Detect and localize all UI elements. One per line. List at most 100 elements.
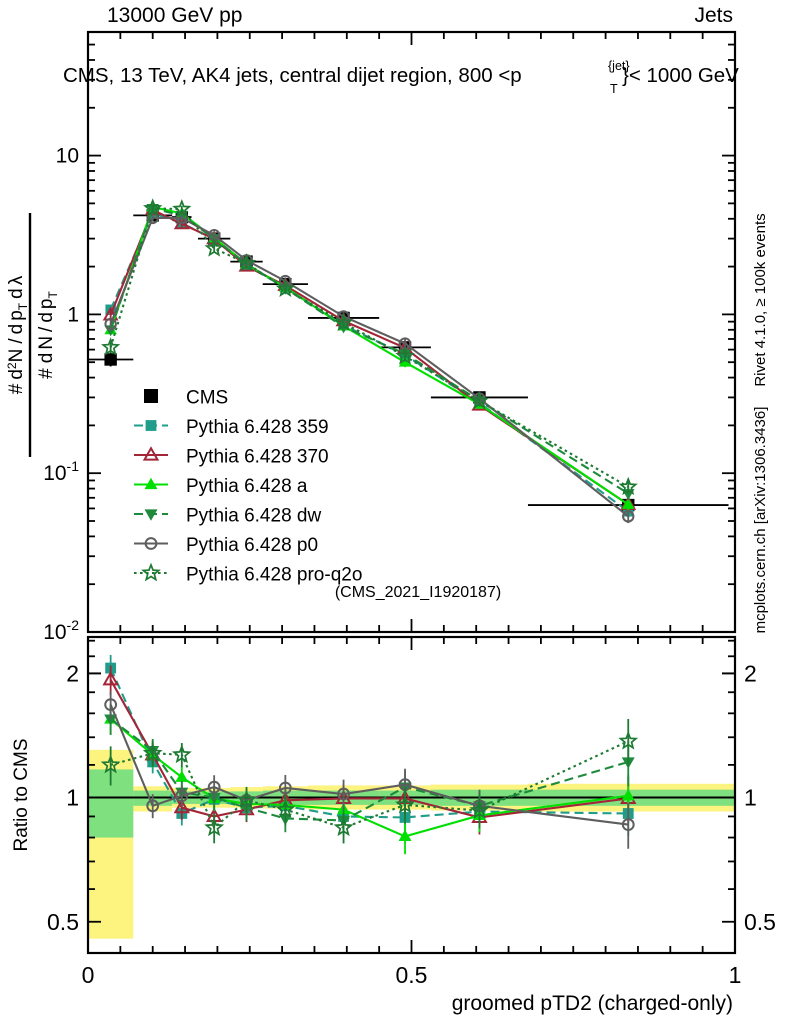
marker xyxy=(207,780,221,794)
ratio-ytick-label-right: 1 xyxy=(744,785,757,811)
marker xyxy=(102,670,119,686)
ratio-ytick-label-right: 0.5 xyxy=(744,909,776,935)
main-ylabel-denominator: #dN/dpT xyxy=(36,291,60,379)
marker xyxy=(142,742,163,762)
marker xyxy=(144,509,158,521)
marker xyxy=(204,817,225,837)
legend-item-5[interactable]: Pythia 6.428 p0 xyxy=(134,535,318,556)
ratio-ylabel: Ratio to CMS xyxy=(11,739,32,852)
category-label: Jets xyxy=(694,4,733,27)
ratio-ytick-label: 2 xyxy=(66,660,79,686)
marker xyxy=(104,317,117,331)
main-ylabel-numerator: #d2N/dpTdλ xyxy=(5,275,30,394)
marker xyxy=(333,312,354,332)
marker xyxy=(101,337,121,356)
marker xyxy=(145,420,157,431)
marker xyxy=(204,238,224,257)
legend-item-0[interactable]: CMS xyxy=(144,388,228,409)
series-pythia-6-428-pro-q2o xyxy=(101,198,638,496)
title-main: CMS, 13 TeV, AK4 jets, central dijet reg… xyxy=(63,64,522,87)
xtick-label: 1 xyxy=(729,962,742,988)
series-line xyxy=(109,207,629,495)
ratio-ytick-label: 1 xyxy=(66,785,79,811)
xaxis-label: groomed pTD2 (charged-only) xyxy=(452,992,733,1015)
legend-label: CMS xyxy=(186,388,228,409)
marker xyxy=(100,754,121,774)
legend-label: Pythia 6.428 a xyxy=(186,476,308,497)
marker xyxy=(175,789,189,803)
marker xyxy=(143,198,163,217)
marker xyxy=(469,390,490,410)
main-ytick-label: 1 xyxy=(67,303,79,326)
marker xyxy=(398,829,412,842)
series-line xyxy=(109,216,629,518)
title-superscript: {jet} xyxy=(608,59,630,73)
xtick-label: 0 xyxy=(82,962,95,988)
marker xyxy=(275,278,295,297)
marker xyxy=(142,446,160,461)
watermark: (CMS_2021_I1920187) xyxy=(335,584,501,601)
legend-label: Pythia 6.428 pro-q2o xyxy=(186,565,362,586)
marker xyxy=(144,389,158,403)
ratio-line xyxy=(109,718,629,838)
rivet-label: Rivet 4.1.0, ≥ 100k events xyxy=(752,213,769,386)
main-ylabel: #d2N/dpTdλ #dN/dpT xyxy=(5,213,60,457)
marker xyxy=(469,800,490,820)
legend-item-2[interactable]: Pythia 6.428 370 xyxy=(134,446,329,468)
legend-label: Pythia 6.428 370 xyxy=(186,447,329,468)
marker xyxy=(278,781,292,795)
beam-label: 13000 GeV pp xyxy=(107,4,242,27)
main-ytick-label: 10-1 xyxy=(43,458,79,485)
ratio-ytick-label-right: 2 xyxy=(744,660,757,686)
ratio-line xyxy=(110,718,629,822)
legend: CMS Pythia 6.428 359 Pythia 6.428 370 Pythi… xyxy=(134,388,362,586)
ratio-plot-panel: 2 2 1 1 0.5 0.5 0 0.5 1 xyxy=(47,635,776,988)
xtick-label: 0.5 xyxy=(396,962,428,988)
ratio-ytick-label: 0.5 xyxy=(47,909,79,935)
marker xyxy=(622,510,635,523)
marker xyxy=(175,770,189,782)
marker xyxy=(173,798,191,814)
legend-label: Pythia 6.428 p0 xyxy=(186,535,318,556)
ratio-line xyxy=(109,667,629,819)
legend-item-4[interactable]: Pythia 6.428 dw xyxy=(134,506,321,527)
marker xyxy=(621,789,635,801)
marker xyxy=(395,794,415,814)
main-ytick-label: 10 xyxy=(56,145,79,168)
marker xyxy=(395,346,415,365)
marker xyxy=(337,787,350,801)
ratio-line xyxy=(109,704,629,826)
marker xyxy=(141,562,161,582)
legend-item-1[interactable]: Pythia 6.428 359 xyxy=(134,417,329,438)
marker xyxy=(172,199,192,218)
marker xyxy=(236,789,257,809)
marker xyxy=(275,799,296,819)
legend-item-3[interactable]: Pythia 6.428 a xyxy=(134,476,308,497)
marker xyxy=(146,799,160,813)
series-line xyxy=(109,207,629,488)
marker xyxy=(621,818,635,831)
main-ytick-label: 10-2 xyxy=(43,617,79,644)
ratio-series-pythia-6-428-p0 xyxy=(104,691,635,849)
main-plot-panel: 10 1 10-1 10-2 xyxy=(43,30,737,644)
marker xyxy=(622,498,635,509)
marker xyxy=(333,817,354,837)
legend-label: Pythia 6.428 dw xyxy=(186,506,321,527)
marker xyxy=(618,476,638,496)
legend-item-6[interactable]: Pythia 6.428 pro-q2o xyxy=(134,562,362,586)
plot-title: CMS, 13 TeV, AK4 jets, central dijet reg… xyxy=(63,59,739,96)
marker xyxy=(104,714,118,726)
marker xyxy=(171,744,192,764)
marker xyxy=(618,730,639,750)
marker xyxy=(104,353,117,366)
marker xyxy=(144,477,158,490)
title-subscript: T xyxy=(610,82,618,96)
marker xyxy=(104,698,118,712)
ratio-series-pythia-6-428-pro-q2o xyxy=(100,718,639,844)
marker xyxy=(144,537,158,550)
mcplots-label: mcplots.cern.ch [arXiv:1306.3436] xyxy=(752,407,769,634)
title-tail: }< 1000 GeV xyxy=(622,64,739,87)
legend-label: Pythia 6.428 359 xyxy=(186,417,329,438)
